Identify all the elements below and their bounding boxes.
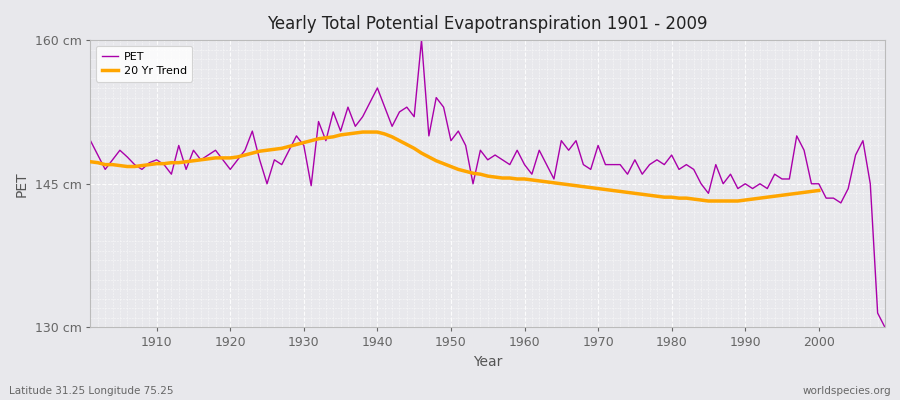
Title: Yearly Total Potential Evapotranspiration 1901 - 2009: Yearly Total Potential Evapotranspiratio… [267, 15, 708, 33]
X-axis label: Year: Year [473, 355, 502, 369]
PET [519, 162, 530, 167]
PET [879, 325, 890, 330]
Line: PET: PET [91, 40, 885, 328]
Text: Latitude 31.25 Longitude 75.25: Latitude 31.25 Longitude 75.25 [9, 386, 174, 396]
20 Yr Trend [703, 199, 714, 204]
PET [144, 160, 155, 165]
PET [306, 183, 317, 188]
PET [350, 124, 361, 129]
20 Yr Trend [225, 156, 236, 160]
Y-axis label: PET: PET [15, 171, 29, 196]
20 Yr Trend [526, 178, 537, 182]
Legend: PET, 20 Yr Trend: PET, 20 Yr Trend [96, 46, 193, 82]
20 Yr Trend [791, 191, 802, 196]
PET [416, 38, 427, 42]
Text: worldspecies.org: worldspecies.org [803, 386, 891, 396]
20 Yr Trend [86, 159, 96, 164]
20 Yr Trend [468, 171, 479, 176]
PET [86, 138, 96, 143]
PET [526, 172, 537, 176]
20 Yr Trend [255, 149, 266, 154]
20 Yr Trend [357, 130, 368, 134]
PET [615, 162, 626, 167]
20 Yr Trend [814, 188, 824, 193]
20 Yr Trend [770, 194, 780, 199]
Line: 20 Yr Trend: 20 Yr Trend [91, 132, 819, 201]
